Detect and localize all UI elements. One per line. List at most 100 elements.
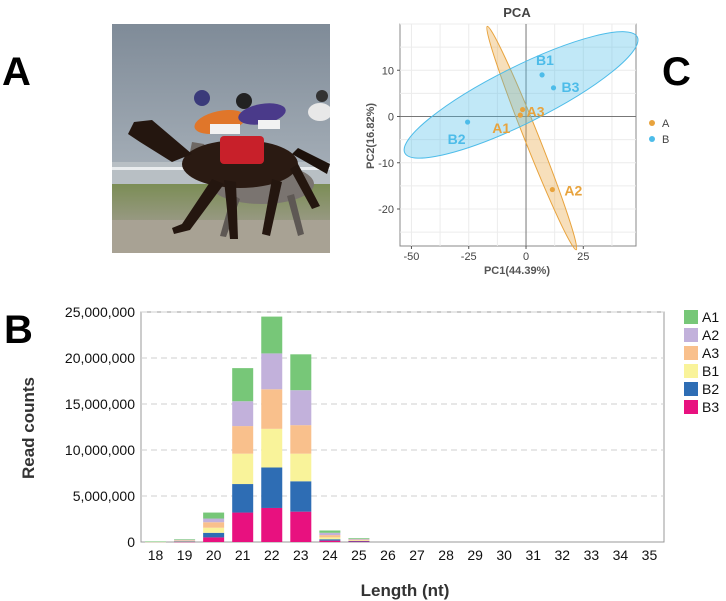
bar-y-tick-label: 5,000,000 (73, 488, 135, 504)
bar-x-tick-label: 18 (148, 547, 164, 563)
pca-plot-area: A1 A2 A3 B1 B2 B3 -50 -25 0 25 10 0 -10 -20 (378, 23, 639, 263)
bar-segment-22-a3 (261, 389, 283, 429)
bar-x-tick-label: 19 (177, 547, 193, 563)
panel-label-c: C (662, 50, 691, 94)
pca-point-b1 (539, 72, 545, 78)
bar-segment-25-b2 (348, 540, 370, 542)
bar-segment-24-a1 (319, 530, 341, 533)
jockey-orange (194, 90, 246, 135)
bar-segment-18-a2 (145, 541, 167, 543)
bar-legend-swatch-a1 (684, 310, 698, 324)
bar-legend-label: A2 (702, 327, 719, 343)
pca-point-a1 (517, 112, 523, 118)
bar-segment-24-b1 (319, 537, 341, 540)
bar-segment-20-b1 (203, 527, 225, 533)
bar-segment-22-a2 (261, 353, 283, 390)
pca-point-label: A1 (492, 120, 510, 136)
bar-legend-label: B1 (702, 363, 719, 379)
bar-segment-22-b3 (261, 507, 283, 542)
dirt-track (112, 220, 330, 253)
pca-point-b3 (550, 85, 557, 91)
bar-segment-18-b1 (145, 541, 167, 543)
bar-legend-swatch-b2 (684, 382, 698, 396)
pca-point-a2 (549, 186, 555, 193)
bar-segment-25-b3 (348, 541, 370, 543)
bar-x-tick-label: 20 (206, 547, 222, 563)
bar-segment-21-a2 (232, 401, 254, 427)
pca-x-tick-label: 25 (577, 251, 589, 263)
bar-y-tick-label: 25,000,000 (65, 304, 135, 320)
bar-x-tick-label: 25 (351, 547, 367, 563)
bar-legend-label: A1 (702, 309, 719, 325)
bar-legend-swatch-a3 (684, 346, 698, 360)
bar-x-tick-label: 28 (438, 547, 454, 563)
bar-y-tick-label: 15,000,000 (65, 396, 135, 412)
pca-ellipse-b (403, 31, 639, 159)
bar-y-tick-label: 20,000,000 (65, 350, 135, 366)
bar-segment-18-a3 (145, 541, 167, 543)
pca-legend: AB (649, 118, 670, 146)
jockey-far-right (308, 90, 330, 121)
bar-x-tick-label: 23 (293, 547, 309, 563)
pca-point-a3 (519, 106, 526, 113)
pca-point-label: A2 (564, 183, 582, 199)
bar-legend: A1 A2 A3 B1 B2 B3 (684, 309, 719, 415)
bar-x-tick-label: 35 (642, 547, 658, 563)
bar-segment-23-a2 (290, 390, 312, 426)
pca-point-label: B2 (448, 131, 466, 147)
pca-legend-label: A (662, 118, 670, 130)
bar-x-tick-label: 29 (467, 547, 483, 563)
bar-segment-25-a3 (348, 539, 370, 541)
bar-x-tick-label: 26 (380, 547, 396, 563)
bar-segment-22-a1 (261, 316, 283, 354)
pca-y-tick-label: 0 (388, 112, 394, 124)
panel-label-a: A (2, 50, 31, 94)
bar-segment-24-b2 (319, 539, 341, 541)
bar-segment-20-a2 (203, 518, 225, 523)
pca-point-label: A3 (527, 104, 545, 120)
bar-segment-22-b1 (261, 428, 283, 468)
bar-legend-label: A3 (702, 345, 719, 361)
panel-label-b: B (4, 308, 33, 352)
bar-segment-19-a3 (174, 540, 196, 541)
pca-legend-label: B (662, 134, 669, 146)
pca-x-tick-label: 0 (523, 251, 529, 263)
pca-y-tick-label: 10 (382, 65, 394, 77)
dark-horse (128, 120, 330, 239)
bar-frame (140, 311, 665, 543)
bar-x-tick-label: 24 (322, 547, 338, 563)
bar-segment-20-a3 (203, 522, 225, 528)
bar-legend-label: B2 (702, 381, 719, 397)
horse-race-photo (112, 24, 330, 253)
bar-segment-23-b1 (290, 453, 312, 482)
bar-x-tick-label: 30 (496, 547, 512, 563)
bar-x-tick-label: 27 (409, 547, 425, 563)
pca-x-axis-label: PC1(44.39%) (484, 265, 550, 277)
bar-segment-18-b2 (145, 541, 167, 543)
bar-segment-21-a3 (232, 426, 254, 454)
bar-segment-24-a2 (319, 532, 341, 536)
pca-legend-marker-a (649, 120, 655, 126)
bar-plot-area: 0 5,000,000 10,000,000 15,000,000 20,000,000… (65, 304, 665, 563)
bar-legend-label: B3 (702, 399, 719, 415)
bar-segment-25-a2 (348, 538, 370, 540)
bar-x-tick-label: 22 (264, 547, 280, 563)
bar-segment-21-b2 (232, 484, 254, 513)
bar-legend-swatch-a2 (684, 328, 698, 342)
pca-y-axis-label: PC2(16.82%) (365, 103, 377, 169)
bar-x-axis-label: Length (nt) (361, 581, 450, 600)
pca-frame (399, 23, 637, 247)
pca-y-tick-label: -20 (378, 204, 394, 216)
bar-x-tick-label: 33 (584, 547, 600, 563)
bar-segment-24-a3 (319, 535, 341, 538)
bar-segment-18-b3 (145, 541, 167, 543)
bar-segment-23-b3 (290, 511, 312, 542)
bar-legend-swatch-b1 (684, 364, 698, 378)
bar-segment-20-b3 (203, 537, 225, 542)
bar-segment-19-b3 (174, 541, 196, 543)
bar-y-tick-label: 10,000,000 (65, 442, 135, 458)
bar-segment-25-b1 (348, 540, 370, 541)
bar-segment-23-a1 (290, 354, 312, 391)
bar-segment-19-b1 (174, 540, 196, 542)
